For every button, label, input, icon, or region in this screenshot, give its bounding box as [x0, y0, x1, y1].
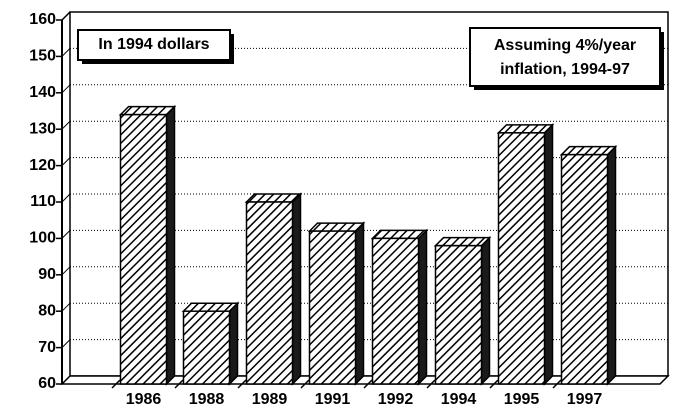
grid-depth	[61, 48, 71, 57]
x-tick-mark	[111, 379, 121, 389]
x-tick-mark	[552, 379, 562, 389]
annotation: Assuming 4%/year	[494, 37, 636, 54]
x-tick-mark	[174, 379, 184, 389]
bar-side	[543, 123, 554, 386]
bar-top	[244, 193, 303, 203]
y-tick-label: 60	[38, 375, 56, 392]
x-tick-label: 1995	[504, 391, 540, 408]
grid-depth	[61, 266, 71, 276]
bar	[433, 235, 492, 386]
bar-side	[606, 144, 617, 386]
bar-side	[480, 235, 491, 386]
y-tick-label: 120	[29, 157, 56, 174]
bar-side	[354, 221, 365, 386]
grid-depth	[61, 302, 71, 312]
bar-front	[560, 153, 609, 385]
annotation-box	[469, 27, 661, 87]
annotation: In 1994 dollars	[98, 36, 209, 53]
x-tick-label: 1992	[378, 391, 414, 408]
bar-front	[245, 201, 294, 385]
bar	[181, 301, 240, 386]
bar	[559, 144, 618, 386]
grid-depth	[61, 84, 71, 94]
bar-front	[371, 237, 420, 385]
annotation-box	[77, 29, 231, 61]
bar-front	[308, 230, 357, 385]
bar-side	[228, 301, 239, 386]
bar-side	[417, 228, 428, 386]
bar-side	[291, 192, 302, 386]
x-tick-label: 1988	[189, 391, 225, 408]
y-tick-label: 110	[30, 193, 56, 210]
bar-front	[119, 113, 168, 385]
y-tick-label: 100	[29, 230, 56, 247]
bar	[370, 228, 429, 386]
y-tick-label: 140	[29, 84, 56, 101]
grid-depth	[61, 339, 71, 348]
x-tick-label: 1986	[126, 391, 162, 408]
bar-front	[497, 132, 546, 385]
x-tick-mark	[426, 379, 436, 389]
x-tick-label: 1989	[252, 391, 288, 408]
x-tick-label: 1997	[567, 391, 603, 408]
bar	[307, 221, 366, 386]
bar-top	[496, 124, 555, 134]
y-tick-label: 130	[29, 120, 56, 137]
bar-front	[434, 244, 483, 385]
y-tick-label: 90	[38, 266, 56, 283]
bar-top	[181, 302, 240, 312]
x-tick-mark	[489, 379, 499, 389]
grid-depth	[61, 157, 71, 166]
bar-top	[307, 222, 366, 232]
x-tick-mark	[363, 379, 373, 389]
x-tick-mark	[237, 379, 247, 389]
bar	[496, 123, 555, 386]
bar-front	[182, 310, 231, 385]
y-tick-label: 70	[38, 339, 56, 356]
bar-side	[165, 104, 176, 386]
grid-depth	[61, 230, 71, 239]
grid-depth	[61, 120, 71, 130]
grid-depth	[61, 11, 71, 21]
x-tick-label: 1994	[441, 391, 477, 408]
y-tick-label: 80	[38, 302, 56, 319]
bar-top	[559, 145, 618, 156]
y-tick-label: 150	[29, 48, 56, 65]
bar	[244, 192, 303, 386]
annotation: inflation, 1994-97	[500, 61, 630, 78]
bar	[118, 104, 177, 386]
bar-top	[370, 229, 429, 240]
grid-depth	[61, 193, 71, 203]
y-tick-label: 160	[29, 11, 56, 28]
x-tick-label: 1991	[315, 391, 351, 408]
x-tick-mark	[300, 379, 310, 389]
bar-top	[118, 105, 177, 116]
bar-top	[433, 236, 492, 247]
